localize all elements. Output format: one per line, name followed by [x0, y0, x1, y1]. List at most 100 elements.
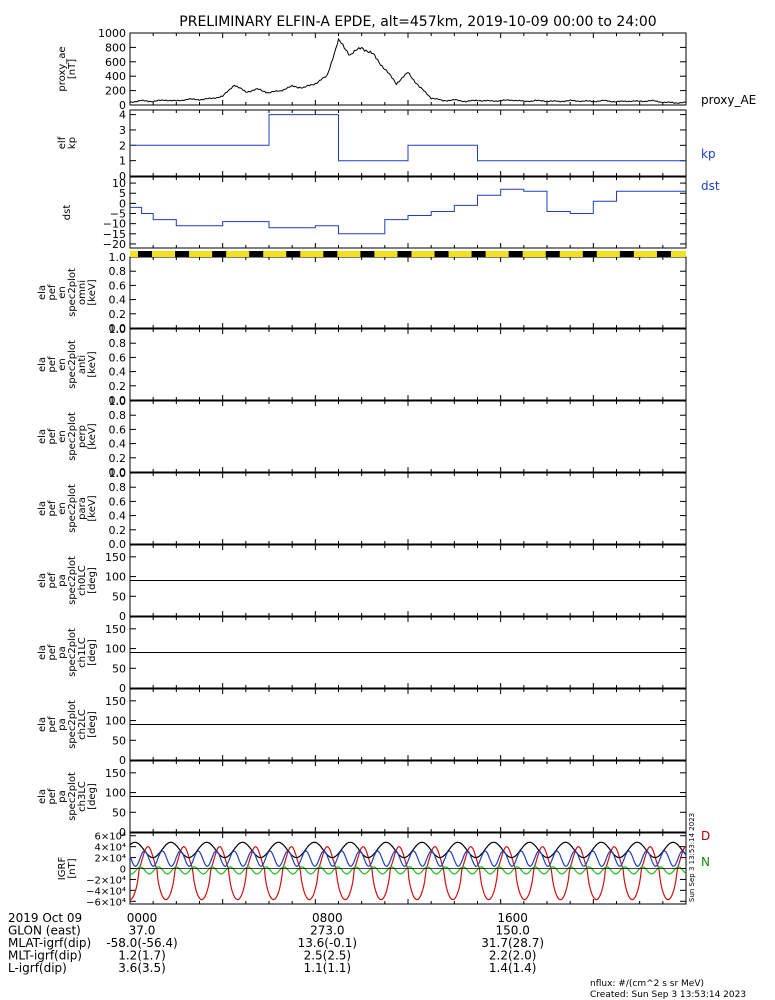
panel-4-ytick-label: 0.6 — [109, 351, 127, 364]
panels: proxy_ae [nT]02004006008001000proxy_AEelf… — [37, 27, 756, 908]
panel-1-ytick-label: 0 — [119, 170, 126, 183]
coverage-strip-block — [471, 251, 486, 257]
panel-10-ylabel: ch3LC — [77, 781, 88, 812]
panel-4-ytick-label: 1.0 — [109, 323, 127, 336]
panel-6-ytick-label: 0.2 — [109, 524, 127, 537]
panel-1-ytick-label: 2 — [119, 139, 126, 152]
panel-1-ylabel: elf — [57, 136, 68, 149]
panel-2-ytick-label: −5 — [110, 208, 126, 221]
panel-5-ytick-label: 0.8 — [109, 409, 127, 422]
panel-4-ylabel: anti — [77, 355, 88, 374]
panel-9-ylabel: ch2LC — [77, 709, 88, 740]
panel-11-ytick-label: 0 — [120, 865, 126, 876]
panel-10-ytick-label: 0 — [119, 826, 126, 839]
coverage-strip-block — [138, 251, 152, 257]
panel-6-ytick-label: 0.0 — [109, 538, 127, 551]
footer: nflux: #/(cm^2 s sr MeV) Created: Sun Se… — [8, 813, 746, 1000]
panel-1-legend: kp — [701, 147, 716, 161]
panel-2-ytick-label: −15 — [103, 228, 126, 241]
panel-9-ytick-label: 50 — [112, 734, 126, 747]
panel-6-ylabel: pef — [47, 500, 58, 517]
figure-title: PRELIMINARY ELFIN-A EPDE, alt=457km, 201… — [179, 14, 656, 30]
panel-7-ylabel: [deg] — [87, 567, 98, 594]
footer-row-label: 2019 Oct 09 — [8, 911, 82, 925]
panel-5-ylabel: perp — [77, 425, 88, 448]
panel-10-ylabel: [deg] — [87, 783, 98, 810]
panel-3-ytick-label: 0.2 — [109, 308, 127, 321]
panel-6-ylabel: para — [77, 497, 88, 520]
panel-2-series-step — [130, 188, 686, 235]
footer-row-value: 2.2(2.0) — [489, 949, 537, 963]
panel-7-ytick-label: 100 — [105, 571, 126, 584]
coverage-strip-block — [508, 251, 523, 257]
panel-6-ylabel: en — [57, 502, 68, 515]
panel-5-ylabel: [keV] — [87, 423, 98, 449]
panel-11-legend-n: N — [701, 855, 710, 869]
side-timestamp: Sun Sep 3 13:53:14 2023 — [688, 813, 696, 902]
panel-8-ytick-label: 50 — [112, 662, 126, 675]
footer-row-value: 1.2(1.7) — [118, 949, 166, 963]
panel-11-ytick-label: 4×10⁴ — [95, 843, 126, 854]
panel-8-ytick-label: 0 — [119, 682, 126, 695]
coverage-strip-block — [249, 251, 264, 257]
panel-0-legend: proxy_AE — [701, 93, 756, 107]
panel-0-ylabel: [nT] — [67, 59, 78, 79]
panel-1-ytick-label: 3 — [119, 124, 126, 137]
footer-row-value: 1.1(1.1) — [304, 961, 352, 975]
panel-1-ytick-label: 1 — [119, 155, 126, 168]
panel-3-ylabel: ela — [37, 285, 48, 300]
coverage-strip-block — [582, 251, 597, 257]
footer-row-value: 0800 — [312, 911, 343, 925]
footer-row-value: 3.6(3.5) — [118, 961, 166, 975]
panel-3-ylabel: spec2plot — [67, 268, 78, 317]
panel-0-ytick-label: 800 — [105, 41, 126, 54]
panel-0-ytick-label: 0 — [119, 99, 126, 112]
panel-9-ylabel: pa — [57, 718, 68, 730]
panel-0-ytick-label: 200 — [105, 85, 126, 98]
panel-5: ela pef en spec2plot perp [keV]0.00.20.40.60.… — [37, 395, 687, 479]
panel-7-ylabel: ch0LC — [77, 565, 88, 596]
coverage-strip-block — [323, 251, 338, 257]
panel-9-ylabel: spec2plot — [67, 700, 78, 749]
panel-2-frame — [129, 176, 687, 249]
panel-11-ytick-label: −4×10⁴ — [86, 886, 126, 897]
panel-7-ytick-label: 50 — [112, 590, 126, 603]
panel-4-ylabel: [keV] — [87, 351, 98, 377]
panel-4-ytick-label: 0.8 — [109, 337, 127, 350]
panel-3-ylabel: [keV] — [87, 279, 98, 305]
panel-3-ylabel: pef — [47, 284, 58, 301]
panel-0-ytick-label: 600 — [105, 56, 126, 69]
panel-6-ytick-label: 0.4 — [109, 510, 127, 523]
panel-11-ytick-label: 2×10⁴ — [95, 854, 126, 865]
panel-5-ytick-label: 0.2 — [109, 452, 127, 465]
panel-7-ylabel: spec2plot — [67, 556, 78, 605]
panel-9-ytick-label: 150 — [105, 695, 126, 708]
footer-row-value: 31.7(28.7) — [481, 936, 544, 950]
panel-7: ela pef pa spec2plot ch0LC [deg] 0 50 100 150 — [37, 544, 687, 623]
footer-row-value: 1.4(1.4) — [489, 961, 537, 975]
footer-row-value: 150.0 — [495, 924, 529, 938]
panel-0-ytick-label: 400 — [105, 70, 126, 83]
panel-5-ylabel: en — [57, 430, 68, 443]
footer-row-value: 13.6(-0.1) — [298, 936, 358, 950]
panel-7-ytick-label: 0 — [119, 610, 126, 623]
panel-5-ytick-label: 0.0 — [109, 466, 127, 479]
panel-11-ylabel: IGRF — [57, 857, 68, 881]
coverage-strip — [130, 251, 686, 257]
panel-8-ylabel: ch1LC — [77, 637, 88, 668]
footer-row-label: MLT-igrf(dip) — [8, 949, 82, 963]
panel-8-ylabel: ela — [37, 645, 48, 660]
panel-2-ytick-label: 10 — [112, 177, 126, 190]
footer-row-label: MLAT-igrf(dip) — [8, 936, 91, 950]
footer-row-label: GLON (east) — [8, 924, 81, 938]
footer-row-value: -58.0(-56.4) — [106, 936, 177, 950]
panel-4-ylabel: en — [57, 358, 68, 371]
panel-3-ytick-label: 1.0 — [109, 251, 127, 264]
panel-5-ylabel: pef — [47, 428, 58, 445]
panel-6-frame — [129, 472, 687, 545]
panel-10-ylabel: pa — [57, 790, 68, 802]
